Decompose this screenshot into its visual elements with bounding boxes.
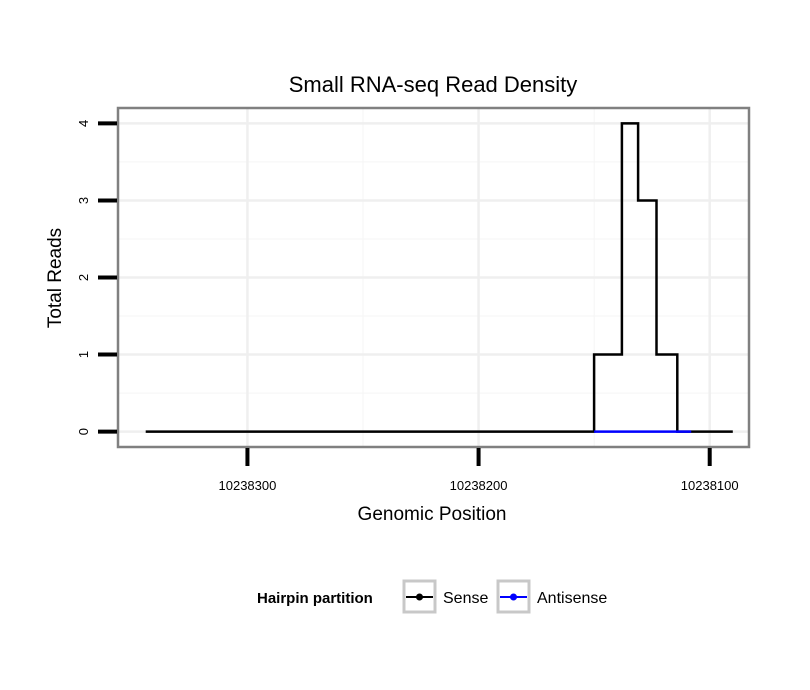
plot-border	[116, 106, 751, 449]
legend-label-sense: Sense	[443, 590, 488, 607]
y-axis: 0 1 2 3 4	[76, 120, 117, 435]
legend-label-antisense: Antisense	[537, 590, 607, 607]
y-tick-label: 0	[76, 428, 91, 435]
x-tick-label: 10238100	[681, 478, 739, 493]
x-tick-label: 10238200	[450, 478, 508, 493]
series-layer	[145, 122, 733, 433]
x-axis: 10238300 10238200 10238100	[219, 448, 739, 493]
y-tick-label: 1	[76, 351, 91, 358]
legend-key-sense-marker	[416, 593, 423, 601]
y-tick-label: 2	[76, 274, 91, 281]
legend: Hairpin partition Sense Antisense	[257, 579, 607, 614]
y-tick-label: 4	[76, 120, 91, 127]
y-tick-label: 3	[76, 197, 91, 204]
y-axis-title: Total Reads	[45, 228, 66, 328]
x-axis-title: Genomic Position	[358, 504, 507, 525]
x-tick-label: 10238300	[219, 478, 277, 493]
legend-key-antisense-marker	[510, 593, 517, 601]
legend-title: Hairpin partition	[257, 590, 373, 607]
chart-title: Small RNA-seq Read Density	[289, 72, 578, 97]
